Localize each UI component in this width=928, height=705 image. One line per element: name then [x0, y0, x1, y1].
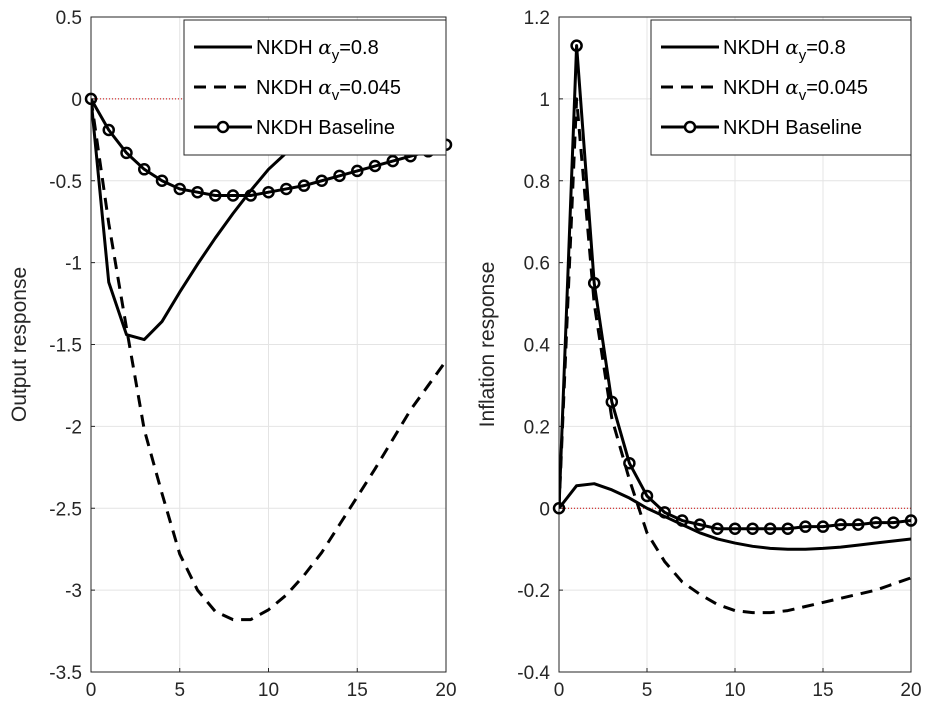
baseline-point-marker [226, 189, 240, 202]
baseline-point-marker [763, 522, 777, 535]
baseline-point-marker [297, 179, 311, 192]
inflation-response-panel: 0 5 10 15 20 -0.4 -0.2 0 0.2 0.4 0.6 0.8 1 1.2 Inflati… [476, 8, 922, 701]
legend-entry-label: NKDH αv=0.045 [723, 75, 868, 104]
axes-frame [90, 16, 447, 673]
y-tick-label: 0.5 [56, 8, 82, 29]
legend-marker-sample [216, 120, 230, 134]
x-tick-label: 0 [86, 680, 97, 701]
axes-frame [558, 16, 912, 673]
baseline-point-marker [587, 276, 601, 290]
legend-entry-label: NKDH Baseline [723, 117, 862, 139]
baseline-point-marker [262, 185, 275, 199]
baseline-point-marker [84, 92, 98, 106]
y-tick-label: 0.2 [524, 417, 550, 438]
y-tick-label: -1 [65, 254, 82, 275]
baseline-point-marker [605, 395, 619, 409]
y-tick-label: -2.5 [49, 499, 82, 520]
baseline-point-marker [746, 522, 759, 535]
legend-box [183, 19, 447, 156]
baseline-point-marker [570, 39, 583, 52]
baseline-point-marker [658, 506, 671, 519]
baseline-point-marker [711, 522, 724, 535]
x-tick-label: 15 [812, 680, 833, 701]
baseline-point-marker [728, 522, 742, 535]
y-tick-label: -0.5 [49, 172, 82, 193]
y-tick-label: -1.5 [49, 336, 82, 357]
x-tick-label: 20 [900, 680, 921, 701]
series-line-solid [559, 482, 911, 551]
legend-entry-label: NKDH Baseline [256, 117, 395, 139]
series-line-dashed [559, 97, 911, 615]
baseline-point-marker [640, 489, 654, 503]
x-tick-label: 5 [174, 680, 185, 701]
baseline-point-marker [333, 169, 346, 183]
baseline-point-marker [138, 163, 151, 176]
legend: NKDH αy=0.8 NKDH αv=0.045 NKDH Baseline [183, 19, 447, 156]
y-tick-label: -2 [65, 417, 82, 438]
legend-entry-label: NKDH αy=0.8 [723, 35, 846, 64]
series-line-dashed [91, 98, 446, 622]
baseline-point-marker [120, 146, 133, 160]
y-tick-label: -3 [65, 581, 82, 602]
baseline-point-marker [351, 164, 364, 178]
y-tick-label: 0.6 [524, 254, 550, 275]
baseline-point-marker [173, 182, 186, 196]
legend-marker-sample [683, 120, 697, 134]
baseline-point-marker [675, 514, 689, 527]
baseline-point-marker [904, 514, 918, 527]
baseline-point-marker [368, 159, 382, 173]
baseline-point-marker [869, 516, 883, 529]
baseline-point-marker [623, 456, 636, 470]
y-tick-label: 1 [539, 90, 550, 111]
x-tick-label: 0 [554, 680, 565, 701]
baseline-point-marker [851, 518, 865, 531]
x-tick-label: 10 [258, 680, 279, 701]
y-tick-label: -0.4 [517, 663, 550, 684]
y-tick-label: 0 [539, 499, 550, 520]
legend-entry-label: NKDH αv=0.045 [256, 75, 401, 104]
baseline-point-marker [834, 518, 847, 531]
y-tick-label: -0.2 [517, 581, 550, 602]
y-axis-title: Output response [8, 267, 31, 422]
x-tick-label: 20 [435, 680, 456, 701]
baseline-point-marker [781, 522, 795, 535]
y-tick-label: 1.2 [524, 8, 550, 29]
x-tick-label: 5 [642, 680, 653, 701]
baseline-point-marker [155, 174, 169, 187]
baseline-point-marker [280, 182, 293, 196]
y-tick-label: 0.8 [524, 172, 550, 193]
baseline-point-marker [386, 154, 399, 168]
legend: NKDH αy=0.8 NKDH αv=0.045 NKDH Baseline [650, 19, 912, 156]
baseline-point-marker [244, 189, 257, 202]
baseline-point-marker [799, 520, 812, 533]
baseline-point-marker [209, 189, 222, 202]
y-tick-label: 0 [71, 90, 82, 111]
legend-box [650, 19, 912, 156]
baseline-point-marker [887, 516, 900, 529]
y-tick-label: 0.4 [524, 336, 551, 357]
x-tick-label: 10 [724, 680, 745, 701]
y-tick-label: -3.5 [49, 663, 82, 684]
baseline-point-marker [191, 185, 204, 199]
y-axis-title: Inflation response [476, 262, 499, 428]
x-tick-label: 15 [347, 680, 368, 701]
baseline-point-marker [315, 174, 328, 187]
baseline-point-marker [102, 123, 115, 137]
baseline-point-marker [693, 518, 707, 531]
output-response-panel: 0 5 10 15 20 -3.5 -3 -2.5 -2 -1.5 -1 -0.5 0 0.5 Output… [8, 8, 457, 701]
legend-entry-label: NKDH αy=0.8 [256, 35, 379, 64]
baseline-point-marker [816, 520, 830, 533]
baseline-point-marker [552, 502, 566, 515]
